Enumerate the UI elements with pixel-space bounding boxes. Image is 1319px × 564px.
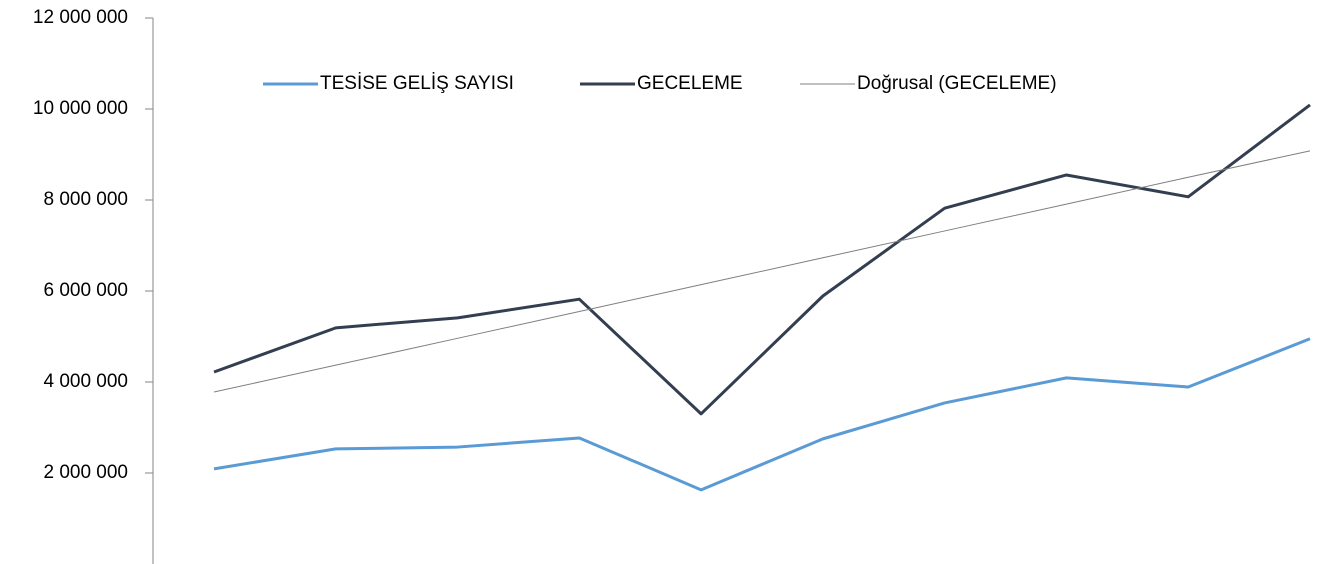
legend-label: GECELEME [637, 73, 743, 94]
legend-label: TESİSE GELİŞ SAYISI [320, 73, 514, 94]
y-tick-label: 6 000 000 [43, 280, 128, 301]
y-tick-label: 2 000 000 [43, 462, 128, 483]
y-tick-label: 12 000 000 [33, 7, 128, 28]
legend-label: Doğrusal (GECELEME) [857, 73, 1057, 94]
series-line [213, 150, 1311, 393]
series-line [213, 103, 1311, 416]
series-line [213, 337, 1311, 492]
y-tick-label: 4 000 000 [43, 371, 128, 392]
y-tick-label: 10 000 000 [33, 98, 128, 119]
y-tick-label: 8 000 000 [43, 189, 128, 210]
